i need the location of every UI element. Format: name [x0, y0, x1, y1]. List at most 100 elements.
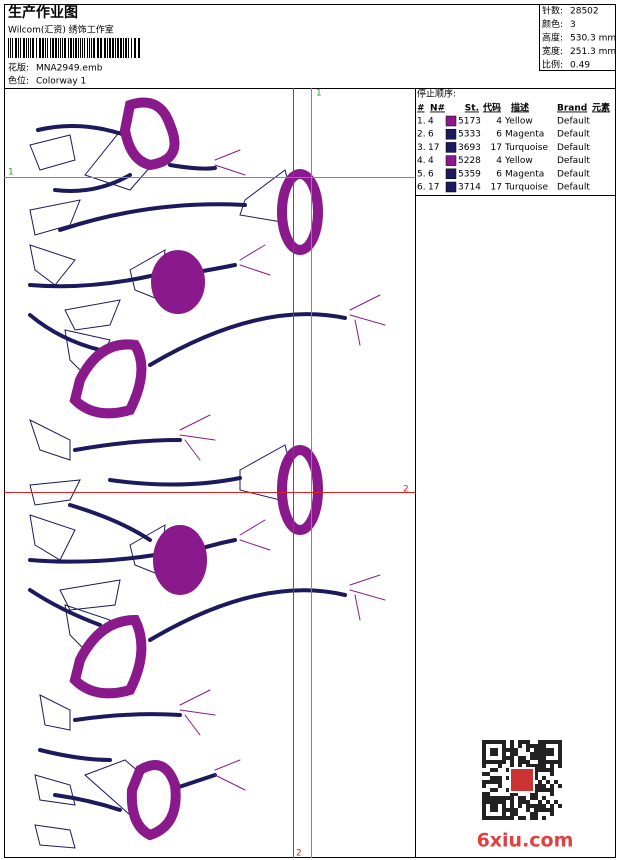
- qr-cell: [482, 748, 486, 752]
- stop: 4.: [417, 156, 426, 166]
- bar-stripe: [39, 38, 41, 58]
- qr-cell: [542, 744, 546, 748]
- bar-stripe: [138, 38, 140, 58]
- embroidery-design: [28, 97, 386, 849]
- design: MNA2949.emb: [36, 64, 103, 74]
- stop: 3.: [417, 143, 426, 153]
- column-header: #: [417, 104, 425, 114]
- qr-cell: [510, 792, 514, 796]
- bar-stripe: [52, 38, 54, 58]
- qr-cell: [486, 772, 490, 776]
- bar-stripe: [82, 38, 83, 58]
- qr-cell: [518, 764, 522, 768]
- bar-stripe: [123, 38, 124, 58]
- bar-stripe: [107, 38, 108, 58]
- qr-cell: [558, 740, 562, 744]
- bar-stripe: [20, 38, 21, 58]
- stat-label: 高度:: [542, 32, 563, 44]
- qr-cell: [530, 816, 534, 820]
- needle: 6: [428, 130, 434, 140]
- qr-cell: [494, 780, 498, 784]
- qr-cell: [518, 740, 522, 744]
- bar-stripe: [23, 38, 25, 58]
- bar-stripe: [62, 38, 63, 58]
- qr-cell: [498, 764, 502, 768]
- qr-cell: [546, 800, 550, 804]
- qr-cell: [482, 744, 486, 748]
- qr-cell: [550, 764, 554, 768]
- qr-cell: [546, 752, 550, 756]
- column-header: N#: [430, 104, 445, 114]
- bar-stripe: [8, 38, 9, 58]
- qr-cell: [502, 760, 506, 764]
- qr-cell: [514, 808, 518, 812]
- qr-cell: [518, 800, 522, 804]
- qr-cell: [534, 768, 538, 772]
- qr-cell: [490, 796, 494, 800]
- qr-cell: [538, 768, 542, 772]
- qr-cell: [558, 756, 562, 760]
- code: 17: [491, 143, 502, 153]
- qr-cell: [482, 764, 486, 768]
- qr-cell: [554, 740, 558, 744]
- qr-cell: [538, 744, 542, 748]
- qr-cell: [538, 800, 542, 804]
- qr-cell: [526, 764, 530, 768]
- bar-stripe: [125, 38, 127, 58]
- qr-cell: [510, 752, 514, 756]
- title: 生产作业图: [8, 4, 78, 21]
- qr-cell: [514, 792, 518, 796]
- colorway-label: 色位:: [8, 75, 29, 87]
- qr-cell: [490, 800, 494, 804]
- stat-value: 530.3 mm: [570, 34, 616, 44]
- code: 6: [496, 130, 502, 140]
- qr-cell: [494, 796, 498, 800]
- qr-cell: [510, 812, 514, 816]
- qr-cell: [546, 780, 550, 784]
- bar-stripe: [80, 38, 81, 58]
- bar-stripe: [32, 38, 34, 58]
- qr-cell: [518, 796, 522, 800]
- qr-cell: [522, 800, 526, 804]
- qr-logo: [509, 767, 535, 793]
- qr-cell: [550, 752, 554, 756]
- qr-cell: [494, 768, 498, 772]
- qr-cell: [502, 808, 506, 812]
- qr-cell: [542, 804, 546, 808]
- qr-cell: [490, 740, 494, 744]
- qr-cell: [522, 740, 526, 744]
- qr-cell: [558, 764, 562, 768]
- qr-cell: [526, 800, 530, 804]
- bar-stripe: [104, 38, 106, 58]
- qr-cell: [482, 796, 486, 800]
- qr-cell: [534, 744, 538, 748]
- table-title: 停止顺序:: [417, 88, 456, 100]
- qr-cell: [538, 808, 542, 812]
- color-swatch: [445, 168, 457, 180]
- qr-cell: [510, 740, 514, 744]
- stat-value: 3: [570, 20, 576, 30]
- stat-value: 28502: [570, 7, 599, 17]
- qr-cell: [482, 756, 486, 760]
- qr-cell: [522, 816, 526, 820]
- description: Yellow: [504, 117, 533, 127]
- qr-cell: [522, 796, 526, 800]
- qr-cell: [538, 760, 542, 764]
- qr-cell: [502, 748, 506, 752]
- qr-cell: [542, 808, 546, 812]
- qr-cell: [498, 784, 502, 788]
- column-header: 代码: [482, 102, 501, 114]
- qr-cell: [558, 784, 562, 788]
- barcode: [8, 38, 140, 58]
- qr-cell: [494, 760, 498, 764]
- qr-cell: [522, 760, 526, 764]
- stat-value: 0.49: [570, 61, 590, 71]
- qr-cell: [494, 752, 498, 756]
- qr-cell: [498, 800, 502, 804]
- qr-cell: [550, 812, 554, 816]
- qr-cell: [534, 796, 538, 800]
- needle: 17: [428, 143, 439, 153]
- qr-cell: [506, 748, 510, 752]
- qr-cell: [542, 784, 546, 788]
- bar-stripe: [60, 38, 61, 58]
